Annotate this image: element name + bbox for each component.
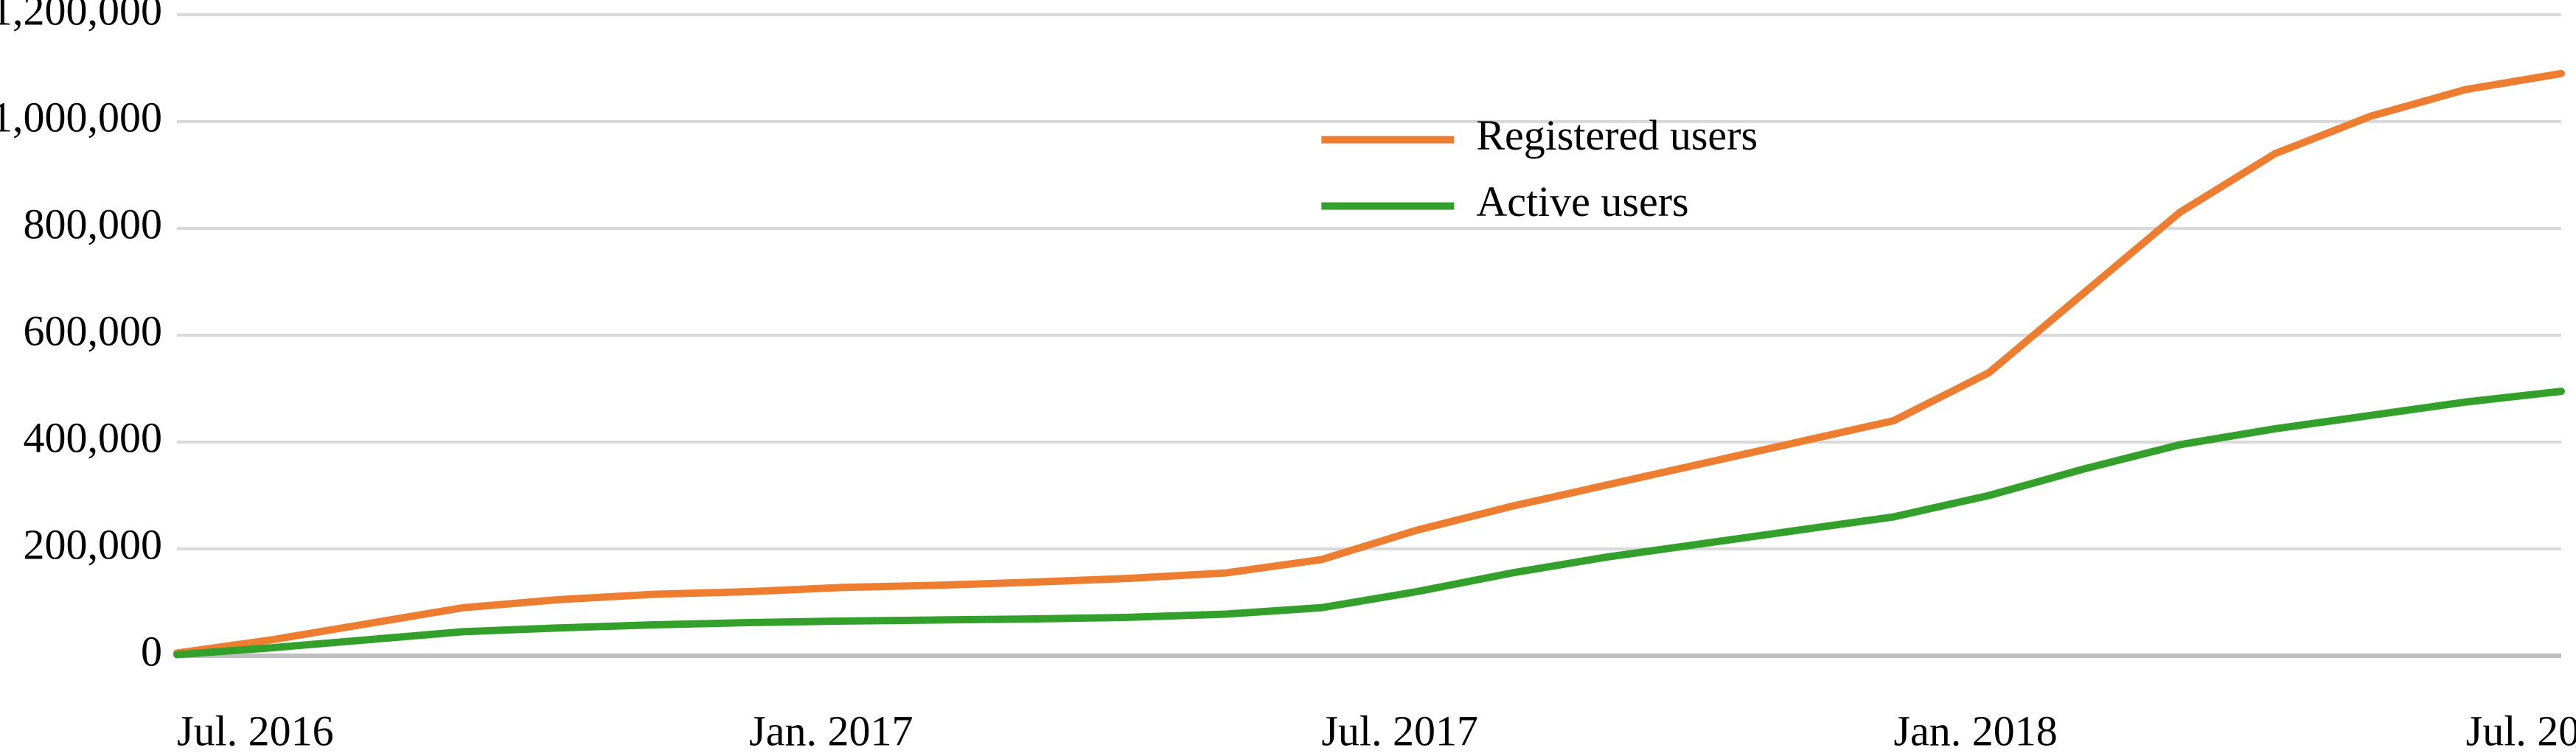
y-tick-label: 400,000 xyxy=(24,413,163,461)
y-tick-label: 200,000 xyxy=(24,520,163,568)
y-tick-label: 600,000 xyxy=(24,307,163,354)
legend-label: Registered users xyxy=(1476,111,1758,159)
chart-container: 0 200,000 400,000 600,000 800,000 1,000,000 1,… xyxy=(0,0,2576,753)
y-tick-label: 1,200,000 xyxy=(0,0,162,34)
y-tick-label: 800,000 xyxy=(24,200,163,248)
x-tick-label: Jan. 2017 xyxy=(749,707,913,753)
x-tick-label: Jul. 2016 xyxy=(177,707,334,753)
x-tick-label: Jul. 2018 xyxy=(2466,707,2576,753)
y-tick-label: 0 xyxy=(141,627,162,675)
x-tick-label: Jul. 2017 xyxy=(1321,707,1478,753)
x-tick-label: Jan. 2018 xyxy=(1893,707,2057,753)
legend-label: Active users xyxy=(1476,178,1688,225)
y-tick-label: 1,000,000 xyxy=(0,93,162,141)
line-chart: 0 200,000 400,000 600,000 800,000 1,000,000 1,… xyxy=(0,0,2576,753)
